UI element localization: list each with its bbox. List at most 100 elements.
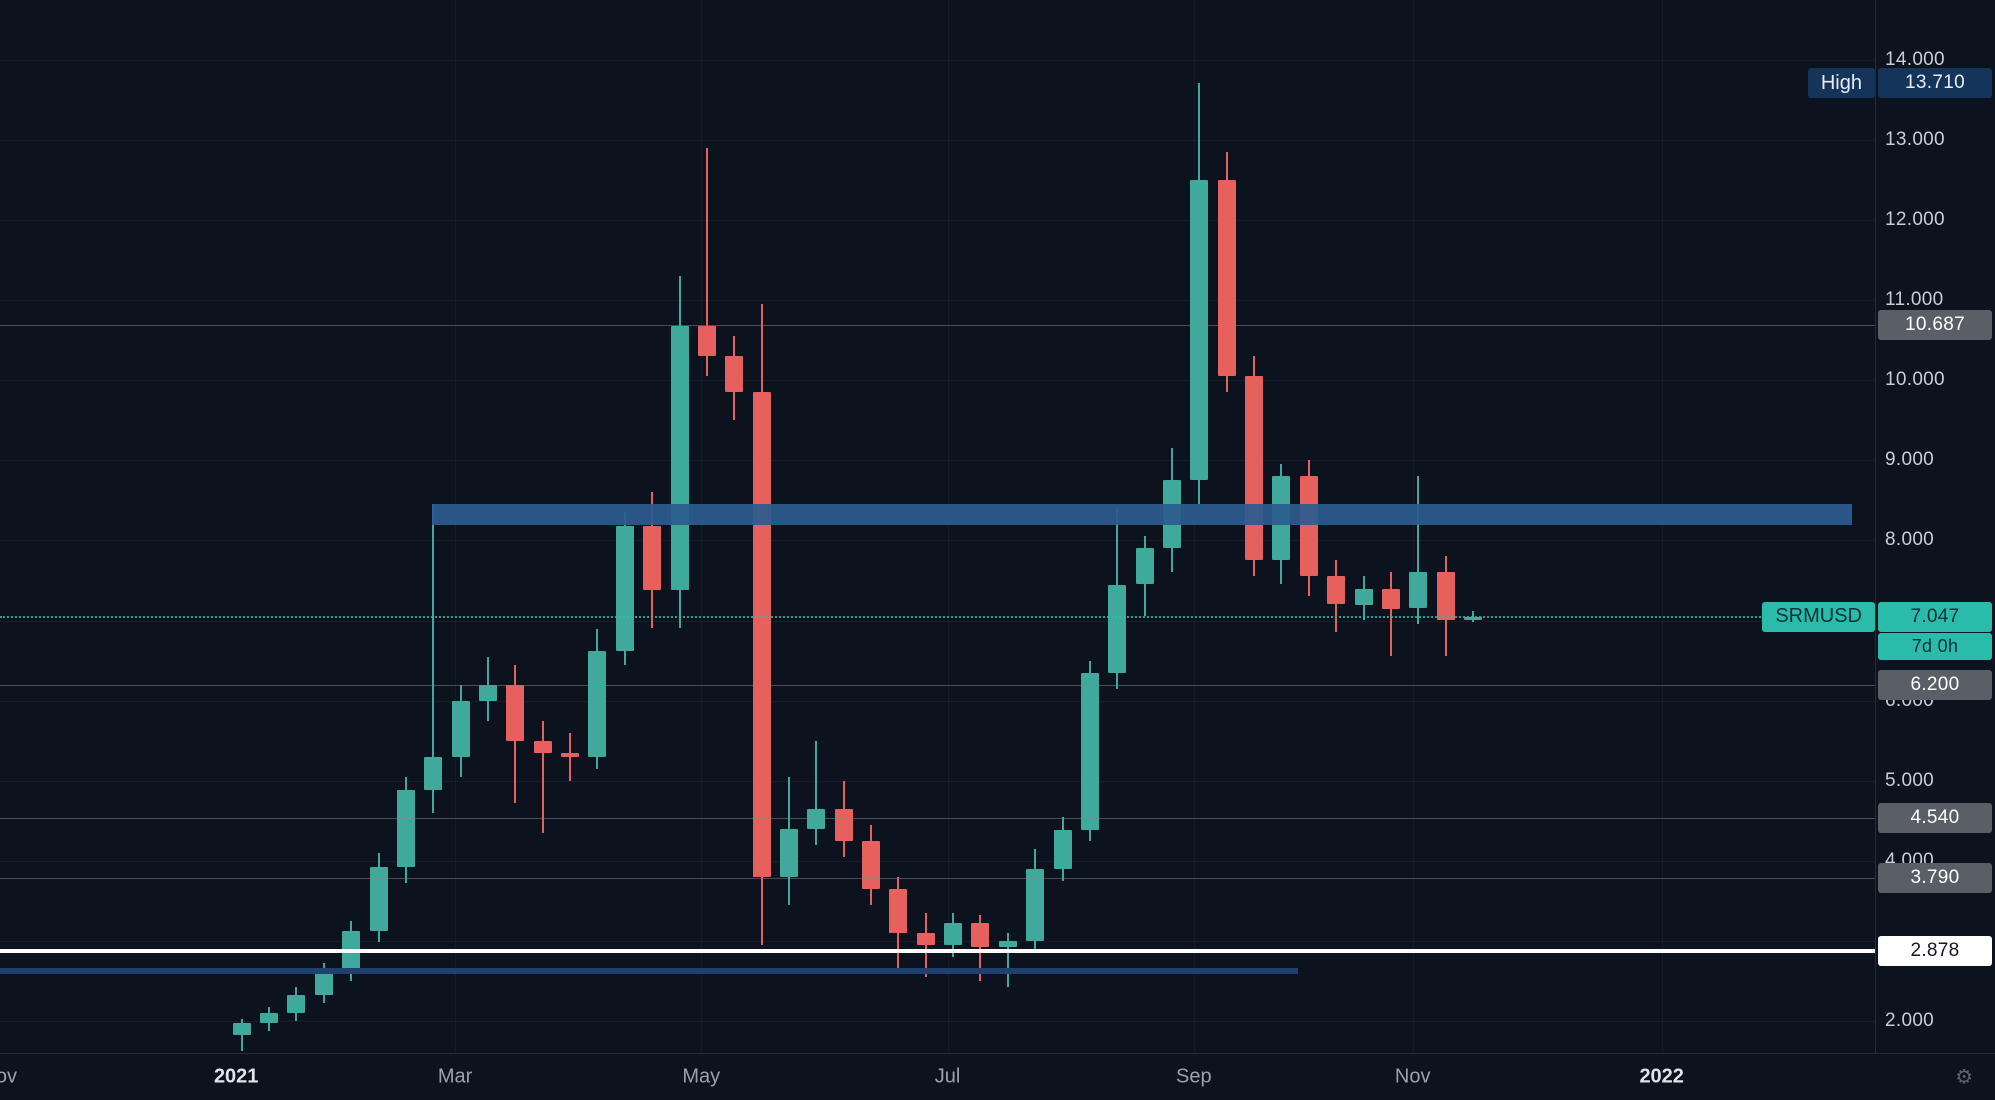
settings-icon[interactable]: ⚙ <box>1955 1066 1973 1089</box>
time-axis-label-Sep: Sep <box>1176 1065 1212 1088</box>
candle <box>478 684 497 701</box>
candle <box>451 700 470 757</box>
candle <box>834 808 853 841</box>
price-badge-10.687: 10.687 <box>1878 310 1992 341</box>
candle <box>916 932 935 945</box>
candle <box>588 650 607 757</box>
level-3.790 <box>0 877 1876 879</box>
candle <box>1135 548 1154 585</box>
candle <box>232 1022 251 1036</box>
gridline-vertical <box>1661 0 1663 1054</box>
price-axis-label: 8.000 <box>1885 529 1935 551</box>
gridline-horizontal <box>0 700 1876 702</box>
time-axis-label-2022: 2022 <box>1639 1065 1684 1088</box>
support-ray-2.62 <box>0 968 1299 975</box>
candle-wick <box>1417 476 1420 625</box>
bar-countdown-badge: 7d 0h <box>1878 632 1992 660</box>
gridline-vertical <box>947 0 949 1054</box>
price-axis[interactable]: 14.000 13.000 12.000 11.000 10.000 9.000 8.000… <box>1875 0 1995 1054</box>
candle <box>396 790 415 868</box>
candle <box>779 828 798 877</box>
candle <box>314 972 333 996</box>
candle <box>643 526 662 591</box>
price-badge-6.200: 6.200 <box>1878 669 1992 700</box>
gridline-horizontal <box>0 780 1876 782</box>
gridline-horizontal <box>0 460 1876 462</box>
candle <box>697 325 716 357</box>
candle <box>615 526 634 651</box>
current-price-line <box>0 615 1876 618</box>
candle-wick <box>924 912 927 977</box>
price-axis-label: 5.000 <box>1885 769 1935 791</box>
gridline-horizontal <box>0 220 1876 221</box>
gridline-horizontal <box>0 940 1876 942</box>
candle-wick <box>432 504 435 813</box>
time-axis-label-Jul: Jul <box>934 1065 961 1088</box>
candle <box>533 740 552 753</box>
gridline-horizontal <box>0 620 1876 622</box>
candle <box>369 867 388 932</box>
support-line-2.878 <box>0 948 1876 953</box>
candle <box>944 923 963 945</box>
candle-wick <box>240 1019 243 1052</box>
candle-wick <box>979 915 982 981</box>
candle <box>1327 576 1346 605</box>
gridline-vertical <box>1193 0 1195 1054</box>
candle <box>561 752 579 757</box>
candle <box>862 840 880 889</box>
candle <box>1053 830 1072 869</box>
candle <box>1436 572 1455 621</box>
time-axis-label-Mar: Mar <box>437 1065 473 1088</box>
price-axis-label: 14.000 <box>1885 48 1945 70</box>
gridline-vertical <box>455 0 457 1054</box>
gridline-horizontal <box>0 1021 1876 1022</box>
gridline-horizontal <box>0 300 1876 302</box>
gridline-vertical <box>701 0 703 1054</box>
price-badge-2.878: 2.878 <box>1878 935 1992 966</box>
price-badge-3.790: 3.790 <box>1878 862 1992 893</box>
price-badge-13.710: 13.710 <box>1878 68 1992 98</box>
candle-wick <box>815 740 818 845</box>
candle <box>807 808 826 829</box>
time-axis-label-Nov: Nov <box>1394 1065 1431 1088</box>
candle-wick <box>1006 932 1009 988</box>
gridline-horizontal <box>0 380 1876 382</box>
candle <box>889 888 908 933</box>
gridline-vertical <box>1412 0 1414 1054</box>
candle <box>506 684 525 741</box>
gridline-horizontal <box>0 540 1876 542</box>
time-axis-label-May: May <box>682 1065 721 1088</box>
level-4.540 <box>0 817 1876 819</box>
resistance-zone <box>432 504 1852 526</box>
price-badge-7.047: 7.047 <box>1878 601 1992 632</box>
price-axis-label: 2.000 <box>1885 1010 1935 1031</box>
level-10.687 <box>0 325 1876 327</box>
candle-wick <box>1389 572 1392 657</box>
price-chart-plot[interactable] <box>0 0 1876 1054</box>
candle <box>1299 476 1318 577</box>
candle <box>1381 588 1400 609</box>
price-axis-label: 13.000 <box>1885 128 1945 150</box>
level-6.200 <box>0 684 1876 686</box>
candle <box>725 356 744 393</box>
candle <box>424 756 443 791</box>
price-badge-4.540: 4.540 <box>1878 802 1992 833</box>
candle <box>1245 376 1263 561</box>
price-axis-label: 12.000 <box>1885 209 1945 230</box>
price-axis-label: 9.000 <box>1885 449 1935 471</box>
gridline-horizontal <box>0 139 1876 141</box>
candle <box>1108 584 1127 673</box>
symbol-price-label: SRMUSD <box>1762 601 1875 632</box>
gridline-horizontal <box>0 860 1876 862</box>
candle <box>971 923 990 948</box>
candle <box>670 325 689 590</box>
candle <box>1217 179 1236 377</box>
time-axis[interactable]: ⚙ ov 2021 Mar May Jul Sep Nov 2022 <box>0 1053 1995 1100</box>
high-marker-label: High <box>1807 68 1875 98</box>
price-axis-label: 10.000 <box>1885 369 1945 391</box>
candle <box>287 995 306 1013</box>
candle <box>1026 868 1045 941</box>
candle <box>1409 572 1428 609</box>
candle-wick <box>541 720 544 833</box>
